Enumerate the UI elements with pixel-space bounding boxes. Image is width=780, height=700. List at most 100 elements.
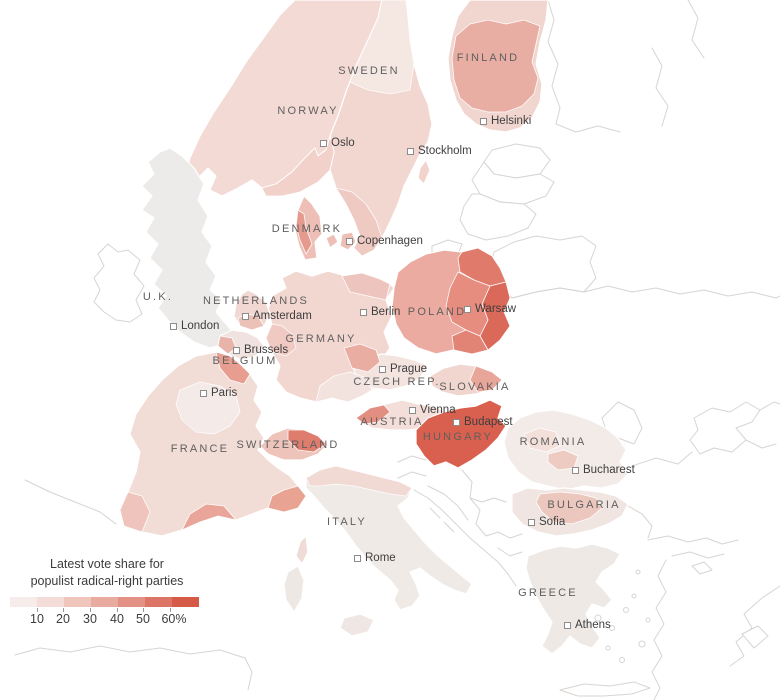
legend-tick-label: 50 xyxy=(136,612,150,626)
country-label-switzerland: SWITZERLAND xyxy=(236,439,340,451)
border-macedonia xyxy=(485,531,523,557)
region-romania-transylvania xyxy=(523,427,561,453)
city-name: Budapest xyxy=(464,416,513,428)
region-germany-northeast xyxy=(341,272,391,301)
region-italy-north xyxy=(305,465,413,497)
country-label-germany: GERMANY xyxy=(285,333,357,345)
country-outline-lithuania xyxy=(459,193,537,241)
country-shape-france xyxy=(119,351,307,537)
region-finland-central xyxy=(451,19,541,113)
legend-swatches xyxy=(10,597,199,607)
croatian-islands xyxy=(429,507,455,533)
border-slovenia xyxy=(397,455,427,479)
region-germany-saxony xyxy=(343,343,381,373)
city-label-sofia: Sofia xyxy=(528,516,565,528)
city-name: Warsaw xyxy=(475,303,517,315)
city-marker-icon xyxy=(242,312,249,320)
country-outline-latvia xyxy=(471,161,555,205)
coastline-spain xyxy=(14,645,253,691)
country-label-norway: NORWAY xyxy=(277,105,339,117)
denmark-funen xyxy=(325,233,339,249)
legend-tickmark xyxy=(170,608,171,612)
france-corsica xyxy=(295,535,309,565)
legend-tick-label: 10 xyxy=(30,612,44,626)
country-label-slovakia: SLOVAKIA xyxy=(439,381,511,393)
country-label-bulgaria: BULGARIA xyxy=(547,499,621,511)
city-label-london: London xyxy=(170,320,219,332)
aegean-islands xyxy=(559,563,651,697)
city-label-athens: Athens xyxy=(564,619,611,631)
city-name: Helsinki xyxy=(491,115,532,127)
country-label-greece: GREECE xyxy=(518,587,578,599)
legend-swatch xyxy=(172,597,199,607)
legend-swatch xyxy=(37,597,64,607)
city-name: Stockholm xyxy=(418,145,472,157)
country-outline-ireland xyxy=(93,243,145,323)
legend-swatch xyxy=(91,597,118,607)
region-austria-tyrol xyxy=(355,404,391,425)
sweden-gotland xyxy=(417,159,431,185)
region-poland-southeast xyxy=(451,329,489,355)
city-marker-icon xyxy=(480,117,487,125)
city-name: Sofia xyxy=(539,516,566,528)
region-france-southwest xyxy=(119,491,151,533)
legend-tick-label: 30 xyxy=(83,612,97,626)
city-marker-icon xyxy=(346,237,353,245)
legend-tickmark xyxy=(63,608,64,612)
city-name: Brussels xyxy=(244,344,289,356)
city-marker-icon xyxy=(464,305,471,313)
coastline-biscay xyxy=(24,479,117,525)
country-label-romania: ROMANIA xyxy=(519,436,587,448)
region-france-occitanie xyxy=(181,503,237,531)
region-slovakia-east xyxy=(469,365,503,393)
region-denmark-west xyxy=(295,209,313,255)
city-name: Vienna xyxy=(420,404,456,416)
coastline-turkey-aegean xyxy=(651,559,667,700)
city-label-warsaw: Warsaw xyxy=(464,303,516,315)
legend-tickmark xyxy=(37,608,38,612)
country-outline-estonia xyxy=(483,143,551,179)
coastline-marmara xyxy=(671,551,725,559)
coastline-black-sea xyxy=(631,451,693,467)
island-crete xyxy=(559,681,651,697)
italy-sardinia xyxy=(283,565,305,613)
country-label-france: FRANCE xyxy=(170,443,230,455)
city-marker-icon xyxy=(409,406,416,414)
city-marker-icon xyxy=(200,389,207,397)
city-marker-icon xyxy=(564,621,571,629)
marmara-island xyxy=(691,561,713,575)
city-marker-icon xyxy=(354,554,361,562)
coastline-turkey-south xyxy=(729,585,780,667)
country-label-denmark: DENMARK xyxy=(271,223,343,235)
legend-tick-label: 40 xyxy=(110,612,124,626)
city-label-amsterdam: Amsterdam xyxy=(242,310,312,322)
coastline-thrace xyxy=(627,505,739,545)
city-marker-icon xyxy=(320,139,327,147)
city-marker-icon xyxy=(360,308,367,316)
region-germany-west xyxy=(265,323,297,357)
city-name: Bucharest xyxy=(583,464,635,476)
country-label-sweden: SWEDEN xyxy=(338,65,400,77)
city-label-copenhagen: Copenhagen xyxy=(346,235,423,247)
turkey-gulf xyxy=(741,625,769,649)
coastline-adriatic-east xyxy=(413,489,517,587)
border-finland-russia xyxy=(547,0,621,133)
country-label-italy: ITALY xyxy=(327,516,367,528)
city-name: Berlin xyxy=(371,306,401,318)
region-norway-south xyxy=(261,135,335,197)
border-bosnia xyxy=(427,485,487,537)
country-label-hungary: HUNGARY xyxy=(422,431,494,443)
country-label-netherlands: NETHERLANDS xyxy=(202,295,310,307)
city-marker-icon xyxy=(379,365,386,373)
border-ukraine-north xyxy=(511,285,780,299)
city-label-oslo: Oslo xyxy=(320,137,355,149)
coastline-northeast xyxy=(651,0,705,127)
country-shape-hungary xyxy=(415,399,507,469)
region-france-provence xyxy=(267,485,307,513)
legend-swatch xyxy=(10,597,37,607)
city-name: Prague xyxy=(390,363,428,375)
city-label-vienna: Vienna xyxy=(409,404,456,416)
peninsula-crimea xyxy=(689,401,761,455)
